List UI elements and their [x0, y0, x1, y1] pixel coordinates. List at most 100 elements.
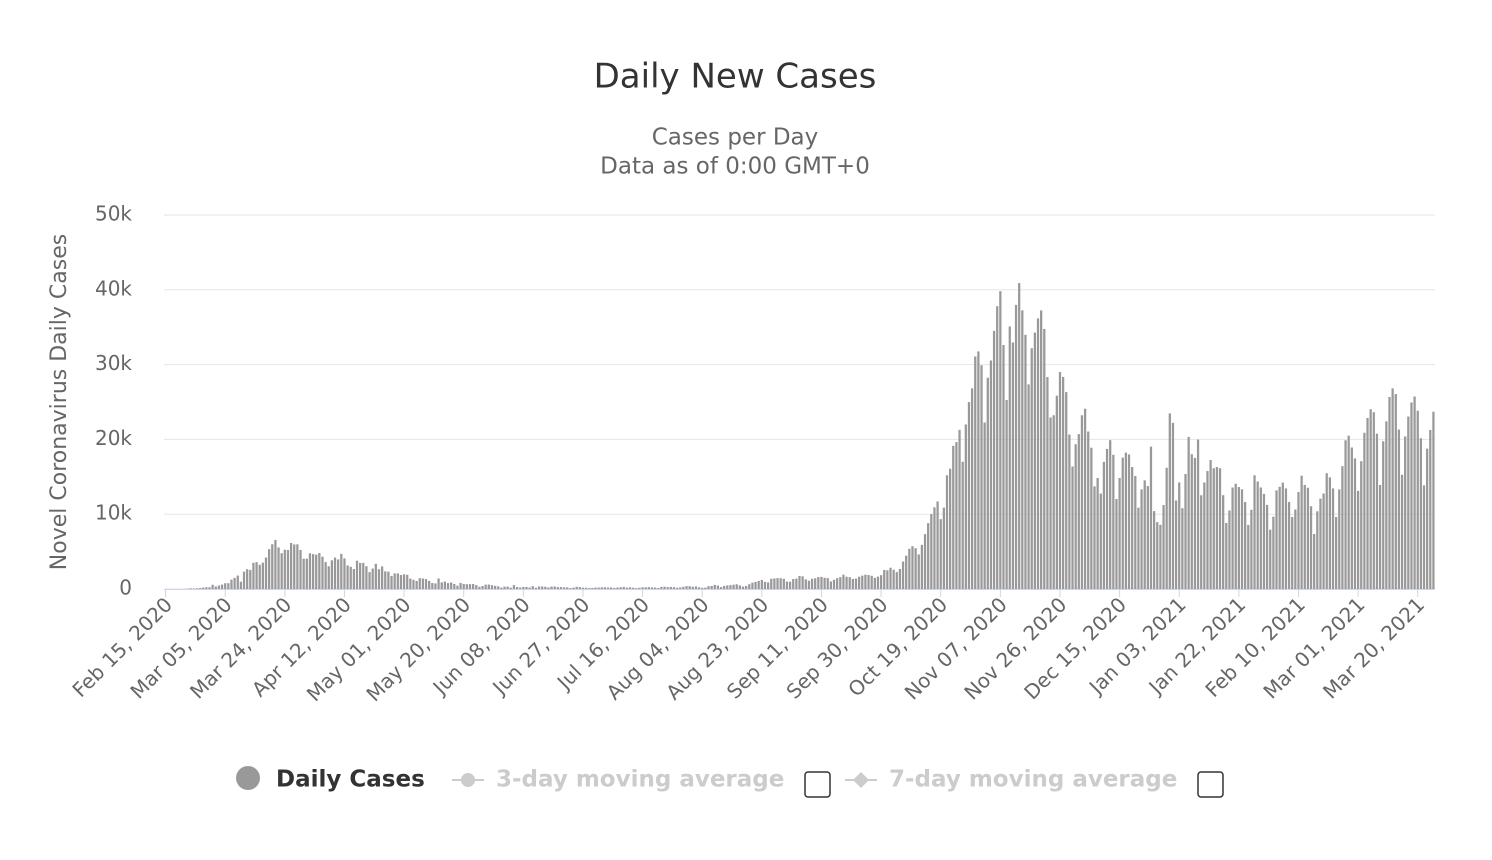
bar [1262, 493, 1266, 589]
bar [371, 568, 374, 589]
bar [1407, 416, 1410, 589]
bar [553, 586, 556, 589]
chart-subtitle: Cases per Day [652, 125, 819, 151]
bar [1146, 486, 1149, 589]
bar [365, 566, 368, 589]
bar [622, 586, 625, 589]
bar [911, 546, 914, 589]
bar [1269, 529, 1272, 589]
bar [754, 581, 757, 589]
bar [490, 585, 494, 589]
bar [330, 560, 334, 589]
bar [453, 583, 456, 589]
checkbox[interactable] [1197, 771, 1224, 798]
bar [396, 573, 399, 589]
bar [277, 547, 280, 589]
bar [1174, 500, 1178, 589]
bar [892, 569, 895, 589]
bar [1131, 467, 1134, 589]
bar [1335, 516, 1338, 589]
bar [1429, 429, 1432, 589]
bar [584, 587, 588, 589]
bar [1212, 468, 1215, 589]
bar [302, 558, 305, 589]
bar [1165, 467, 1168, 589]
bar [393, 573, 396, 589]
bar [1065, 392, 1068, 589]
bar [1222, 495, 1225, 589]
bar [1394, 394, 1397, 589]
bar [271, 544, 274, 589]
bar [500, 587, 503, 589]
bar [1432, 411, 1435, 589]
bar [1061, 376, 1065, 589]
bar [632, 587, 635, 589]
bar [1422, 485, 1426, 589]
bar [745, 585, 748, 589]
bar [346, 565, 349, 589]
bar [1275, 490, 1278, 589]
legend-label[interactable]: 7-day moving average [889, 767, 1177, 793]
checkbox[interactable] [804, 771, 831, 798]
bar [380, 566, 384, 589]
bar [217, 585, 221, 589]
bar [1272, 516, 1275, 589]
bar [1124, 452, 1128, 589]
bar [537, 586, 541, 589]
y-tick-label: 50k [95, 202, 132, 226]
bar [1058, 372, 1062, 589]
bar [1036, 318, 1040, 589]
bar [255, 562, 258, 589]
bar [512, 585, 516, 589]
bar [1247, 524, 1250, 589]
bar [1259, 487, 1262, 589]
y-tick-label: 30k [95, 351, 132, 375]
bar [1316, 511, 1319, 589]
bar [719, 587, 723, 589]
legend-label[interactable]: 3-day moving average [496, 767, 784, 793]
bar [1350, 447, 1353, 589]
bar [1325, 473, 1328, 589]
bar [936, 501, 939, 589]
bar [851, 578, 854, 589]
bar [333, 557, 337, 589]
bar [1385, 421, 1388, 589]
legend-marker [853, 772, 869, 788]
bar [1391, 388, 1394, 589]
bar [399, 574, 403, 589]
bar [588, 588, 591, 589]
bar [412, 579, 415, 589]
bar [1008, 326, 1011, 589]
legend-label[interactable]: Daily Cases [276, 767, 425, 793]
bar [873, 577, 876, 589]
bar [239, 581, 243, 589]
bar [977, 351, 980, 589]
legend-marker [461, 773, 475, 787]
y-tick-label: 40k [95, 276, 132, 300]
bar [1024, 334, 1027, 589]
bar [337, 559, 340, 589]
bar [832, 579, 836, 589]
bar [970, 388, 974, 589]
bar [1404, 436, 1407, 589]
x-tick-label: Feb 15, 2020 [68, 592, 177, 701]
bar [697, 587, 701, 589]
bar [1055, 395, 1058, 589]
bar [1313, 534, 1316, 589]
y-tick-label: 0 [119, 576, 132, 600]
bar [669, 586, 672, 589]
bar [1294, 509, 1297, 589]
bar [440, 582, 443, 589]
bar [506, 586, 509, 589]
bar [268, 549, 271, 589]
bar [1159, 524, 1162, 589]
bar [418, 578, 421, 589]
bar [801, 576, 804, 589]
bar [1077, 434, 1080, 589]
bar [958, 429, 961, 589]
chart-title: Daily New Cases [594, 57, 877, 97]
bar [547, 587, 550, 589]
bar [355, 560, 359, 589]
bar [258, 564, 261, 589]
